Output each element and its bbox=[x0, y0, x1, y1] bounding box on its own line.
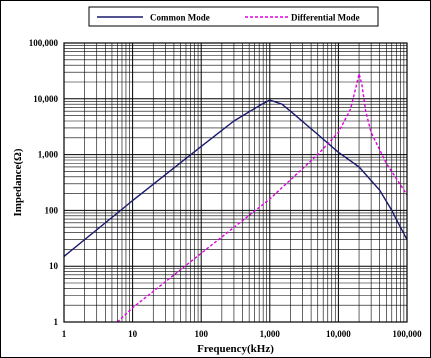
x-tick-label: 1 bbox=[62, 329, 67, 339]
x-tick-label: 10,000 bbox=[326, 329, 351, 339]
x-tick-label: 100 bbox=[194, 329, 208, 339]
y-tick-label: 100,000 bbox=[29, 38, 59, 48]
series-line-common-mode bbox=[63, 99, 408, 257]
legend-label-common-mode: Common Mode bbox=[150, 13, 210, 23]
y-tick-label: 10 bbox=[49, 261, 59, 271]
y-tick-label: 1 bbox=[54, 317, 59, 327]
x-axis-title: Frequency(kHz) bbox=[197, 343, 274, 355]
legend-label-differential-mode: Differential Mode bbox=[291, 13, 360, 23]
y-axis-title: Impedance(Ω) bbox=[12, 148, 24, 216]
y-tick-label: 10,000 bbox=[33, 94, 58, 104]
y-tick-label: 100 bbox=[45, 205, 59, 215]
plot-area-frame bbox=[63, 42, 408, 323]
series-layer bbox=[63, 73, 408, 323]
x-tick-label: 100,000 bbox=[392, 329, 422, 339]
legend-box bbox=[88, 6, 379, 27]
tick-label-layer: 1 10 100 1,000 10,000 100,000 1 10 100 1,000 10,00… bbox=[29, 38, 422, 339]
x-tick-label: 1,000 bbox=[260, 329, 281, 339]
x-tick-label: 10 bbox=[128, 329, 138, 339]
grid-layer bbox=[63, 43, 407, 323]
legend: Common Mode Differential Mode bbox=[88, 6, 379, 27]
y-tick-label: 1,000 bbox=[38, 150, 59, 160]
series-line-differential-mode bbox=[116, 73, 408, 323]
